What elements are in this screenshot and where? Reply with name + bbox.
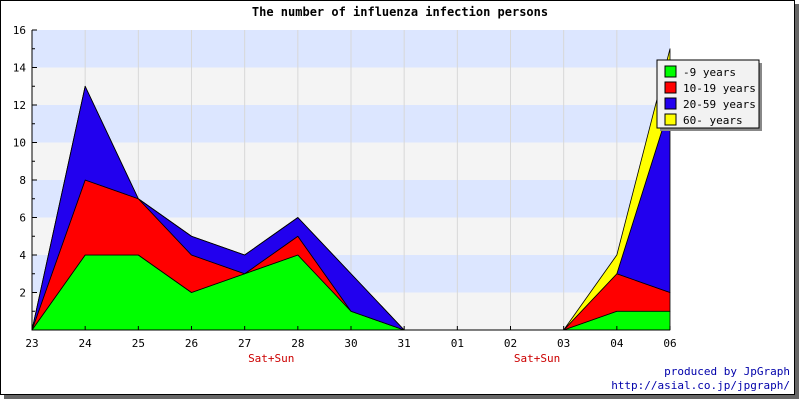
y-tick-label: 16 [13, 24, 26, 37]
area-series [31, 48, 671, 331]
x-tick-label: 04 [610, 337, 624, 350]
y-tick-label: 4 [19, 249, 26, 262]
y-tick-label: 8 [19, 174, 26, 187]
x-tick-label: 25 [132, 337, 145, 350]
credit-line-2: http://asial.co.jp/jpgraph/ [611, 379, 790, 392]
x-tick-label: 24 [79, 337, 93, 350]
y-tick-label: 6 [19, 212, 26, 225]
legend: -9 years 10-19 years 20-59 years 60- years [656, 59, 762, 131]
chart-title: The number of influenza infection person… [252, 5, 548, 19]
x-tick-label: 01 [451, 337, 464, 350]
x-tick-label: 03 [557, 337, 570, 350]
x-tick-label: 23 [25, 337, 38, 350]
legend-swatch [664, 81, 677, 94]
x-tick-label: 30 [344, 337, 357, 350]
y-tick-label: 12 [13, 99, 26, 112]
weekend-label: Sat+Sun [248, 352, 294, 365]
legend-swatch [664, 65, 677, 78]
legend-swatch [664, 113, 677, 126]
y-tick-label: 14 [13, 62, 27, 75]
x-tick-label: 02 [504, 337, 517, 350]
axes [31, 29, 671, 331]
legend-label: 20-59 years [683, 98, 756, 111]
x-tick-label: 27 [238, 337, 251, 350]
x-tick-label: 28 [291, 337, 304, 350]
x-tick-labels: 23 24 25 26 27 28 30 31 01 02 03 04 06 [25, 337, 676, 350]
weekend-labels: Sat+Sun Sat+Sun [248, 352, 560, 365]
legend-swatch [664, 97, 677, 110]
legend-label: 10-19 years [683, 82, 756, 95]
x-tick-label: 31 [398, 337, 411, 350]
legend-label: -9 years [683, 66, 736, 79]
y-tick-label: 10 [13, 137, 26, 150]
credit-line-1: produced by JpGraph [664, 365, 790, 378]
weekend-label: Sat+Sun [514, 352, 560, 365]
x-tick-label: 06 [663, 337, 676, 350]
legend-label: 60- years [683, 114, 743, 127]
y-tick-labels: 2 4 6 8 10 12 14 16 [13, 24, 27, 300]
y-tick-label: 2 [19, 287, 26, 300]
x-tick-label: 26 [185, 337, 198, 350]
